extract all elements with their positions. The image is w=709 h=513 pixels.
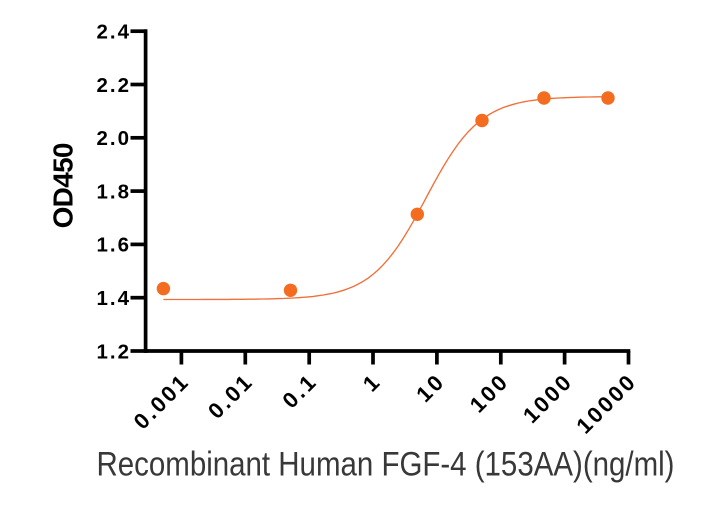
svg-text:2.0: 2.0 — [97, 127, 132, 150]
svg-text:1.8: 1.8 — [97, 180, 132, 203]
svg-text:Recombinant Human FGF-4 (153AA: Recombinant Human FGF-4 (153AA)(ng/ml) — [97, 446, 675, 484]
svg-text:1.4: 1.4 — [97, 287, 132, 310]
svg-text:2.4: 2.4 — [97, 21, 132, 44]
svg-text:OD450: OD450 — [48, 143, 79, 228]
svg-text:1.2: 1.2 — [97, 340, 132, 363]
svg-text:2.2: 2.2 — [97, 74, 132, 97]
svg-text:1.6: 1.6 — [97, 234, 132, 257]
